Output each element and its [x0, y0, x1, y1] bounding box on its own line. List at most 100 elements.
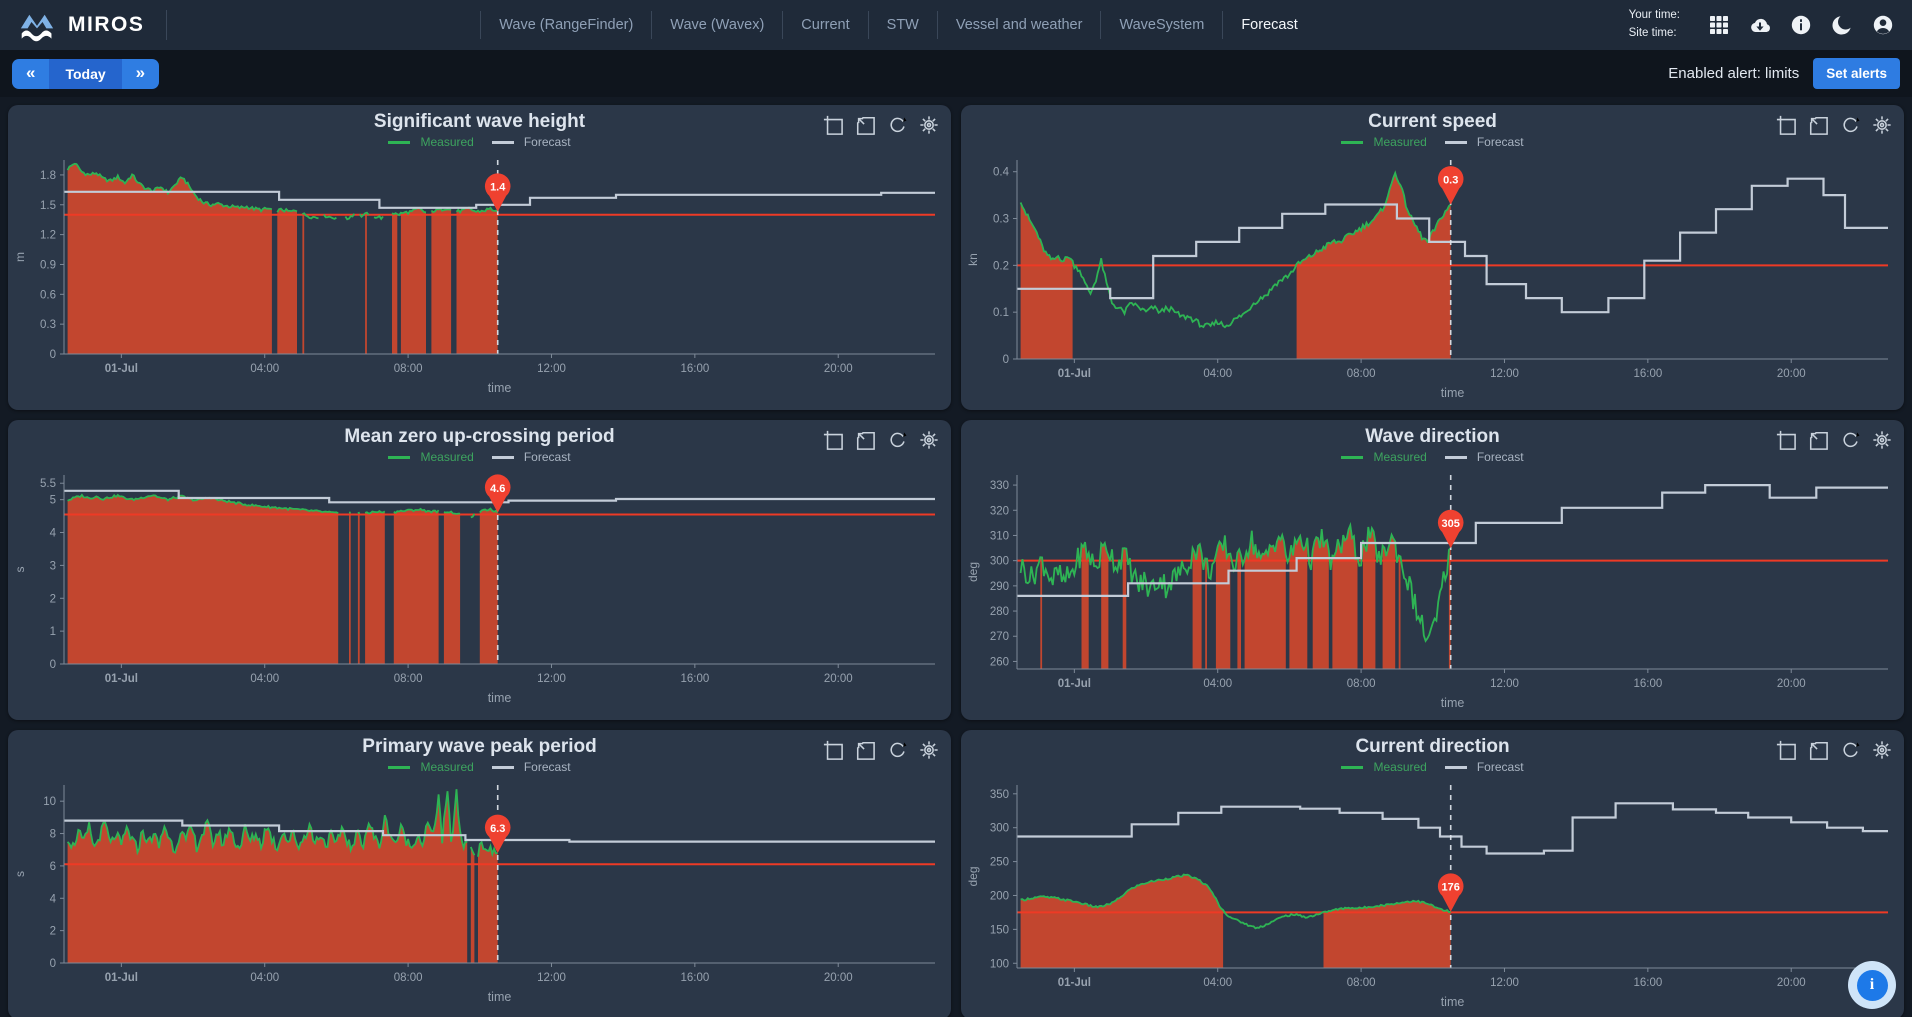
zoom-back-icon[interactable]: [1806, 738, 1830, 762]
refresh-icon[interactable]: [885, 113, 909, 137]
chart-toolbar: [821, 738, 941, 762]
chart-plot-significant-wave-height[interactable]: 0 0.3 0.6 0.9 1.2 1.5 1.8 01-Jul 04:00 08:00 12:00…: [8, 150, 951, 410]
alert-area: [67, 494, 339, 664]
chart-svg: 260 270 280 290 300 310 320 330 01-Jul 04:00 08:00…: [966, 475, 1888, 710]
svg-text:0.2: 0.2: [993, 260, 1009, 272]
refresh-icon[interactable]: [1838, 738, 1862, 762]
zoom-select-icon[interactable]: [821, 738, 845, 762]
settings-gear-icon[interactable]: [917, 738, 941, 762]
current-value-marker: 176: [1437, 873, 1464, 912]
forecast-line: [1017, 802, 1888, 855]
alert-area: [1215, 535, 1231, 669]
alert-area: [470, 847, 475, 963]
apps-grid-icon[interactable]: [1706, 12, 1732, 38]
svg-text:2: 2: [50, 926, 56, 938]
x-axis-label: time: [1441, 995, 1465, 1009]
svg-text:0.6: 0.6: [40, 289, 56, 301]
svg-text:0: 0: [1003, 354, 1009, 366]
svg-text:10: 10: [43, 796, 56, 808]
zoom-select-icon[interactable]: [1774, 428, 1798, 452]
account-icon[interactable]: [1870, 12, 1896, 38]
nav-tab-wave-wavex[interactable]: Wave (Wavex): [651, 11, 782, 39]
zoom-select-icon[interactable]: [1774, 738, 1798, 762]
zoom-back-icon[interactable]: [1806, 113, 1830, 137]
settings-gear-icon[interactable]: [917, 428, 941, 452]
set-alerts-button[interactable]: Set alerts: [1813, 58, 1900, 89]
site-time-label: Site time:: [1628, 27, 1677, 39]
settings-gear-icon[interactable]: [1870, 113, 1894, 137]
next-day-button[interactable]: »: [121, 58, 160, 89]
settings-gear-icon[interactable]: [1870, 738, 1894, 762]
settings-gear-icon[interactable]: [917, 113, 941, 137]
measured-line: [1020, 873, 1451, 930]
alert-area: [1382, 534, 1396, 669]
svg-text:1.2: 1.2: [40, 230, 56, 242]
chart-title: Current speed: [1368, 111, 1497, 132]
legend-measured-swatch: [1341, 140, 1364, 144]
chart-toolbar: [1774, 738, 1894, 762]
settings-gear-icon[interactable]: [1870, 428, 1894, 452]
alert-area: [365, 212, 367, 354]
zoom-select-icon[interactable]: [1774, 113, 1798, 137]
svg-text:20:00: 20:00: [824, 972, 853, 984]
zoom-back-icon[interactable]: [853, 113, 877, 137]
legend-forecast-swatch: [1444, 765, 1467, 769]
forecast-line: [64, 190, 935, 209]
zoom-select-icon[interactable]: [821, 428, 845, 452]
time-info: Your time: Site time:: [1629, 7, 1680, 43]
today-button[interactable]: Today: [49, 58, 122, 89]
chart-toolbar: [821, 113, 941, 137]
chart-plot-primary-wave-peak-period[interactable]: 0 2 4 6 8 10 01-Jul 04:00 08:00 12:00 16:00 20:00 s t…: [8, 775, 951, 1017]
svg-text:305: 305: [1442, 518, 1460, 530]
alert-area: [393, 508, 439, 664]
svg-text:0.3: 0.3: [993, 214, 1009, 226]
measured-line: [66, 789, 498, 858]
svg-text:08:00: 08:00: [394, 363, 423, 375]
svg-text:4.6: 4.6: [490, 483, 505, 495]
svg-text:1.8: 1.8: [40, 170, 56, 182]
refresh-icon[interactable]: [1838, 428, 1862, 452]
svg-text:0: 0: [50, 958, 56, 970]
svg-text:12:00: 12:00: [1490, 977, 1519, 989]
nav-tab-stw[interactable]: STW: [867, 11, 937, 39]
info-icon[interactable]: [1788, 12, 1814, 38]
header-actions: [1706, 12, 1896, 38]
nav-tab-wave-rangefinder[interactable]: Wave (RangeFinder): [480, 11, 651, 39]
alert-area: [1289, 536, 1308, 669]
cloud-download-icon[interactable]: [1747, 12, 1773, 38]
svg-text:0.3: 0.3: [40, 319, 56, 331]
refresh-icon[interactable]: [885, 738, 909, 762]
zoom-select-icon[interactable]: [821, 113, 845, 137]
chart-legend: Measured Forecast: [8, 449, 951, 465]
chart-title: Significant wave height: [373, 111, 586, 132]
nav-tab-vessel-and-weather[interactable]: Vessel and weather: [936, 11, 1101, 39]
svg-text:16:00: 16:00: [680, 972, 709, 984]
help-button[interactable]: i: [1848, 961, 1896, 1009]
zoom-back-icon[interactable]: [1806, 428, 1830, 452]
x-axis-label: time: [488, 381, 512, 395]
nav-tab-current[interactable]: Current: [782, 11, 867, 39]
chart-plot-mean-zero-up-crossing-period[interactable]: 0 1 2 3 4 5 5.5 01-Jul 04:00 08:00 12:00 16:00 20:00…: [8, 465, 951, 720]
zoom-back-icon[interactable]: [853, 738, 877, 762]
svg-text:01-Jul: 01-Jul: [1058, 977, 1091, 989]
top-app-bar: MIROS Wave (RangeFinder) Wave (Wavex) Cu…: [0, 0, 1912, 50]
previous-day-button[interactable]: «: [12, 58, 50, 89]
alert-area: [479, 508, 498, 664]
nav-tab-forecast[interactable]: Forecast: [1222, 11, 1315, 39]
dark-mode-icon[interactable]: [1829, 12, 1855, 38]
x-axis-label: time: [488, 691, 512, 705]
chart-legend: Measured Forecast: [961, 449, 1904, 465]
nav-tab-wavesystem[interactable]: WaveSystem: [1100, 11, 1222, 39]
chart-plot-wave-direction[interactable]: 260 270 280 290 300 310 320 330 01-Jul 04:00 08:00…: [961, 465, 1904, 720]
chart-plot-current-speed[interactable]: 0 0.1 0.2 0.3 0.4 01-Jul 04:00 08:00 12:00 16:00 2…: [961, 150, 1904, 410]
alert-area: [67, 789, 468, 963]
zoom-back-icon[interactable]: [853, 428, 877, 452]
refresh-icon[interactable]: [1838, 113, 1862, 137]
legend-measured-swatch: [388, 140, 411, 144]
chart-plot-current-direction[interactable]: 100 150 200 250 300 350 01-Jul 04:00 08:00 12:00 1…: [961, 775, 1904, 1017]
refresh-icon[interactable]: [885, 428, 909, 452]
svg-text:300: 300: [990, 556, 1009, 568]
chart-toolbar: [1774, 428, 1894, 452]
alert-area: [1362, 527, 1376, 669]
current-value-marker: 0.3: [1437, 166, 1464, 205]
